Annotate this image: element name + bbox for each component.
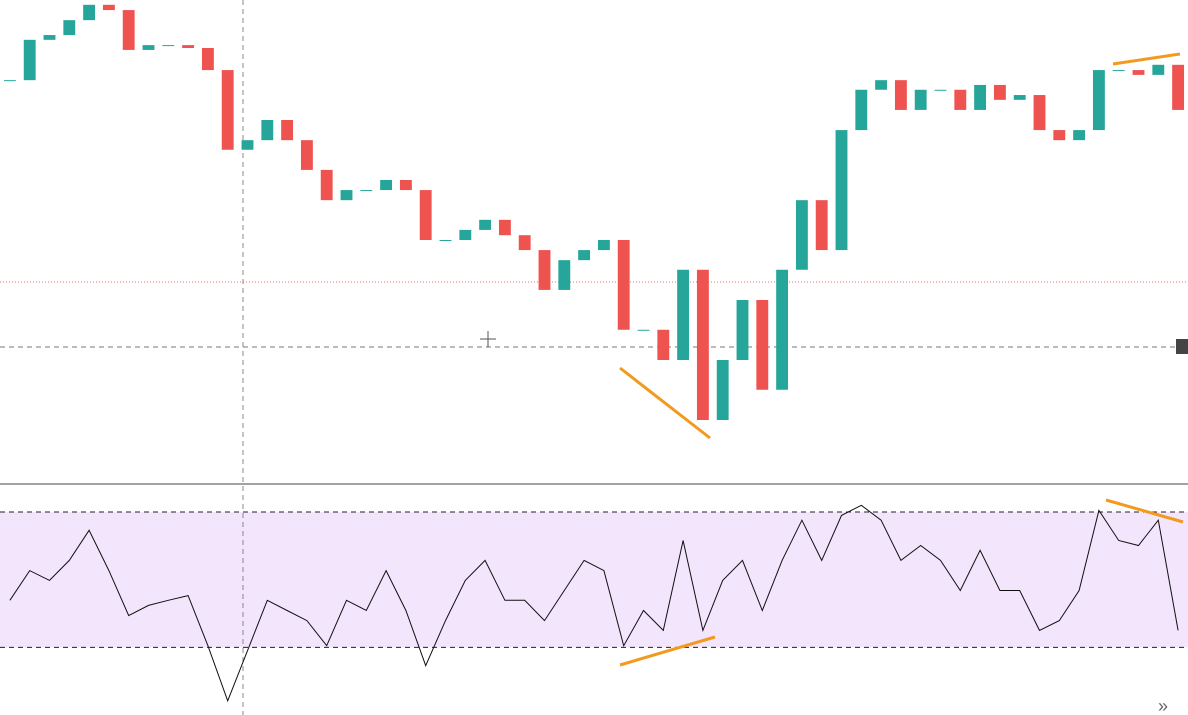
candle (340, 190, 353, 201)
trend-line (619, 366, 711, 440)
candle (974, 84, 987, 110)
candle (875, 80, 888, 90)
candle (617, 240, 630, 330)
candle (597, 240, 610, 251)
candle (221, 70, 234, 150)
candle (795, 200, 808, 270)
candle (696, 269, 709, 420)
candle (201, 48, 214, 71)
candle (23, 39, 36, 81)
rsi-band (0, 512, 1188, 648)
candle (300, 140, 313, 170)
candle (855, 89, 868, 131)
crosshair-button[interactable] (1176, 339, 1188, 354)
candle (83, 4, 96, 21)
candle (1013, 95, 1026, 100)
candle (360, 190, 373, 192)
candle (1092, 70, 1105, 131)
candle (954, 89, 967, 110)
candle (518, 235, 531, 251)
candle (43, 35, 56, 40)
candle (122, 10, 135, 50)
candle (142, 45, 155, 50)
candle (776, 269, 789, 390)
candle (261, 120, 274, 141)
candle (677, 269, 690, 360)
candle (1073, 130, 1086, 141)
cursor (480, 331, 496, 347)
rsi-line (9, 504, 1179, 703)
candle (241, 140, 254, 150)
candle (1112, 70, 1125, 72)
candle (320, 169, 333, 201)
candle (1033, 95, 1046, 131)
candle (736, 300, 749, 360)
candle (399, 180, 412, 191)
candle (182, 45, 195, 48)
candle (894, 80, 907, 110)
candle (716, 360, 729, 420)
candle (479, 219, 492, 230)
candle (1172, 64, 1185, 110)
scroll-button[interactable]: » (1158, 696, 1168, 715)
candle (558, 260, 571, 290)
candle (815, 200, 828, 251)
candle (498, 219, 511, 236)
candle (1132, 70, 1145, 75)
candle (835, 130, 848, 251)
trend-line (1112, 52, 1181, 66)
candle (3, 80, 16, 82)
candle (162, 45, 175, 47)
candle (637, 329, 650, 331)
candle (914, 89, 927, 110)
candle (578, 250, 591, 261)
candle (439, 240, 452, 241)
candle (419, 190, 432, 240)
candle (756, 300, 769, 390)
candle (63, 20, 76, 36)
candle (657, 329, 670, 360)
candle (993, 84, 1006, 100)
candle (281, 120, 294, 141)
candle (1152, 64, 1165, 75)
candle (102, 4, 115, 11)
trend-line (1105, 498, 1184, 524)
trend-line (619, 635, 716, 667)
candle (459, 229, 472, 240)
candle (380, 180, 393, 191)
candle (1053, 130, 1066, 141)
candle (538, 250, 551, 290)
candle (934, 89, 947, 91)
